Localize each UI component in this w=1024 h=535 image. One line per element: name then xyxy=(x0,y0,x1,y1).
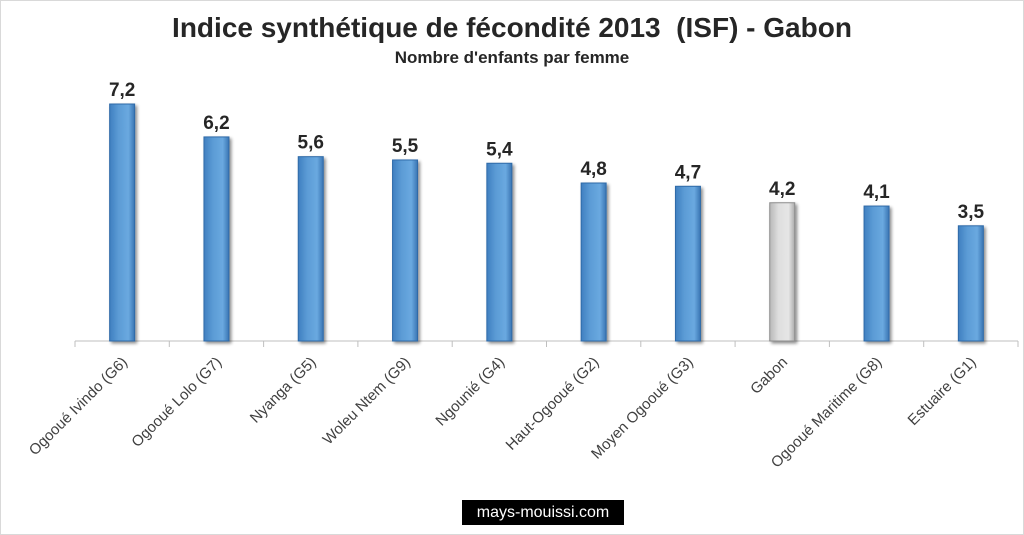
bar xyxy=(863,205,890,342)
x-tick-label: Ogooué Maritime (G8) xyxy=(768,354,886,472)
x-tick-label: Haut-Ogooué (G2) xyxy=(503,354,603,454)
data-label: 4,7 xyxy=(675,162,701,183)
bar xyxy=(580,182,607,342)
bar xyxy=(297,156,324,342)
bar xyxy=(769,202,796,342)
x-tick-label: Ngounié (G4) xyxy=(432,354,508,430)
bar xyxy=(392,159,419,342)
x-tick-label: Ogooué Lolo (G7) xyxy=(128,354,225,451)
bar xyxy=(486,162,513,342)
x-tick-label: Moyen Ogooué (G3) xyxy=(588,354,697,463)
data-label: 4,2 xyxy=(769,179,795,200)
data-label: 4,1 xyxy=(863,182,890,203)
x-tick-label: Nyanga (G5) xyxy=(247,354,320,427)
bar xyxy=(674,185,701,342)
data-label: 5,6 xyxy=(298,133,324,154)
data-label: 4,8 xyxy=(580,159,606,180)
data-label: 6,2 xyxy=(203,113,229,134)
bar xyxy=(109,103,136,342)
bar-series xyxy=(109,103,984,342)
chart-title: Indice synthétique de fécondité 2013 (IS… xyxy=(172,12,852,43)
bar xyxy=(203,136,230,342)
x-axis-ticks xyxy=(74,341,1019,347)
x-tick-labels: Ogooué Ivindo (G6)Ogooué Lolo (G7) Nyanga… xyxy=(26,354,980,472)
x-tick-label: Estuaire (G1) xyxy=(905,354,980,429)
x-tick-label: Woleu Ntem (G9) xyxy=(320,354,414,448)
chart-subtitle: Nombre d'enfants par femme xyxy=(394,48,630,67)
watermark: mays-mouissi.com xyxy=(462,500,624,525)
bar xyxy=(957,225,984,342)
x-tick-label: Gabon xyxy=(747,354,791,398)
data-label: 5,4 xyxy=(486,139,513,160)
data-label: 3,5 xyxy=(958,202,985,223)
data-label: 5,5 xyxy=(392,136,419,157)
data-label: 7,2 xyxy=(109,80,135,101)
value-labels: 7,2 6,2 5,6 5,5 5,4 4,8 4,7 4,2 4,1 3,5 xyxy=(109,80,985,223)
x-tick-label: Ogooué Ivindo (G6) xyxy=(26,354,131,459)
